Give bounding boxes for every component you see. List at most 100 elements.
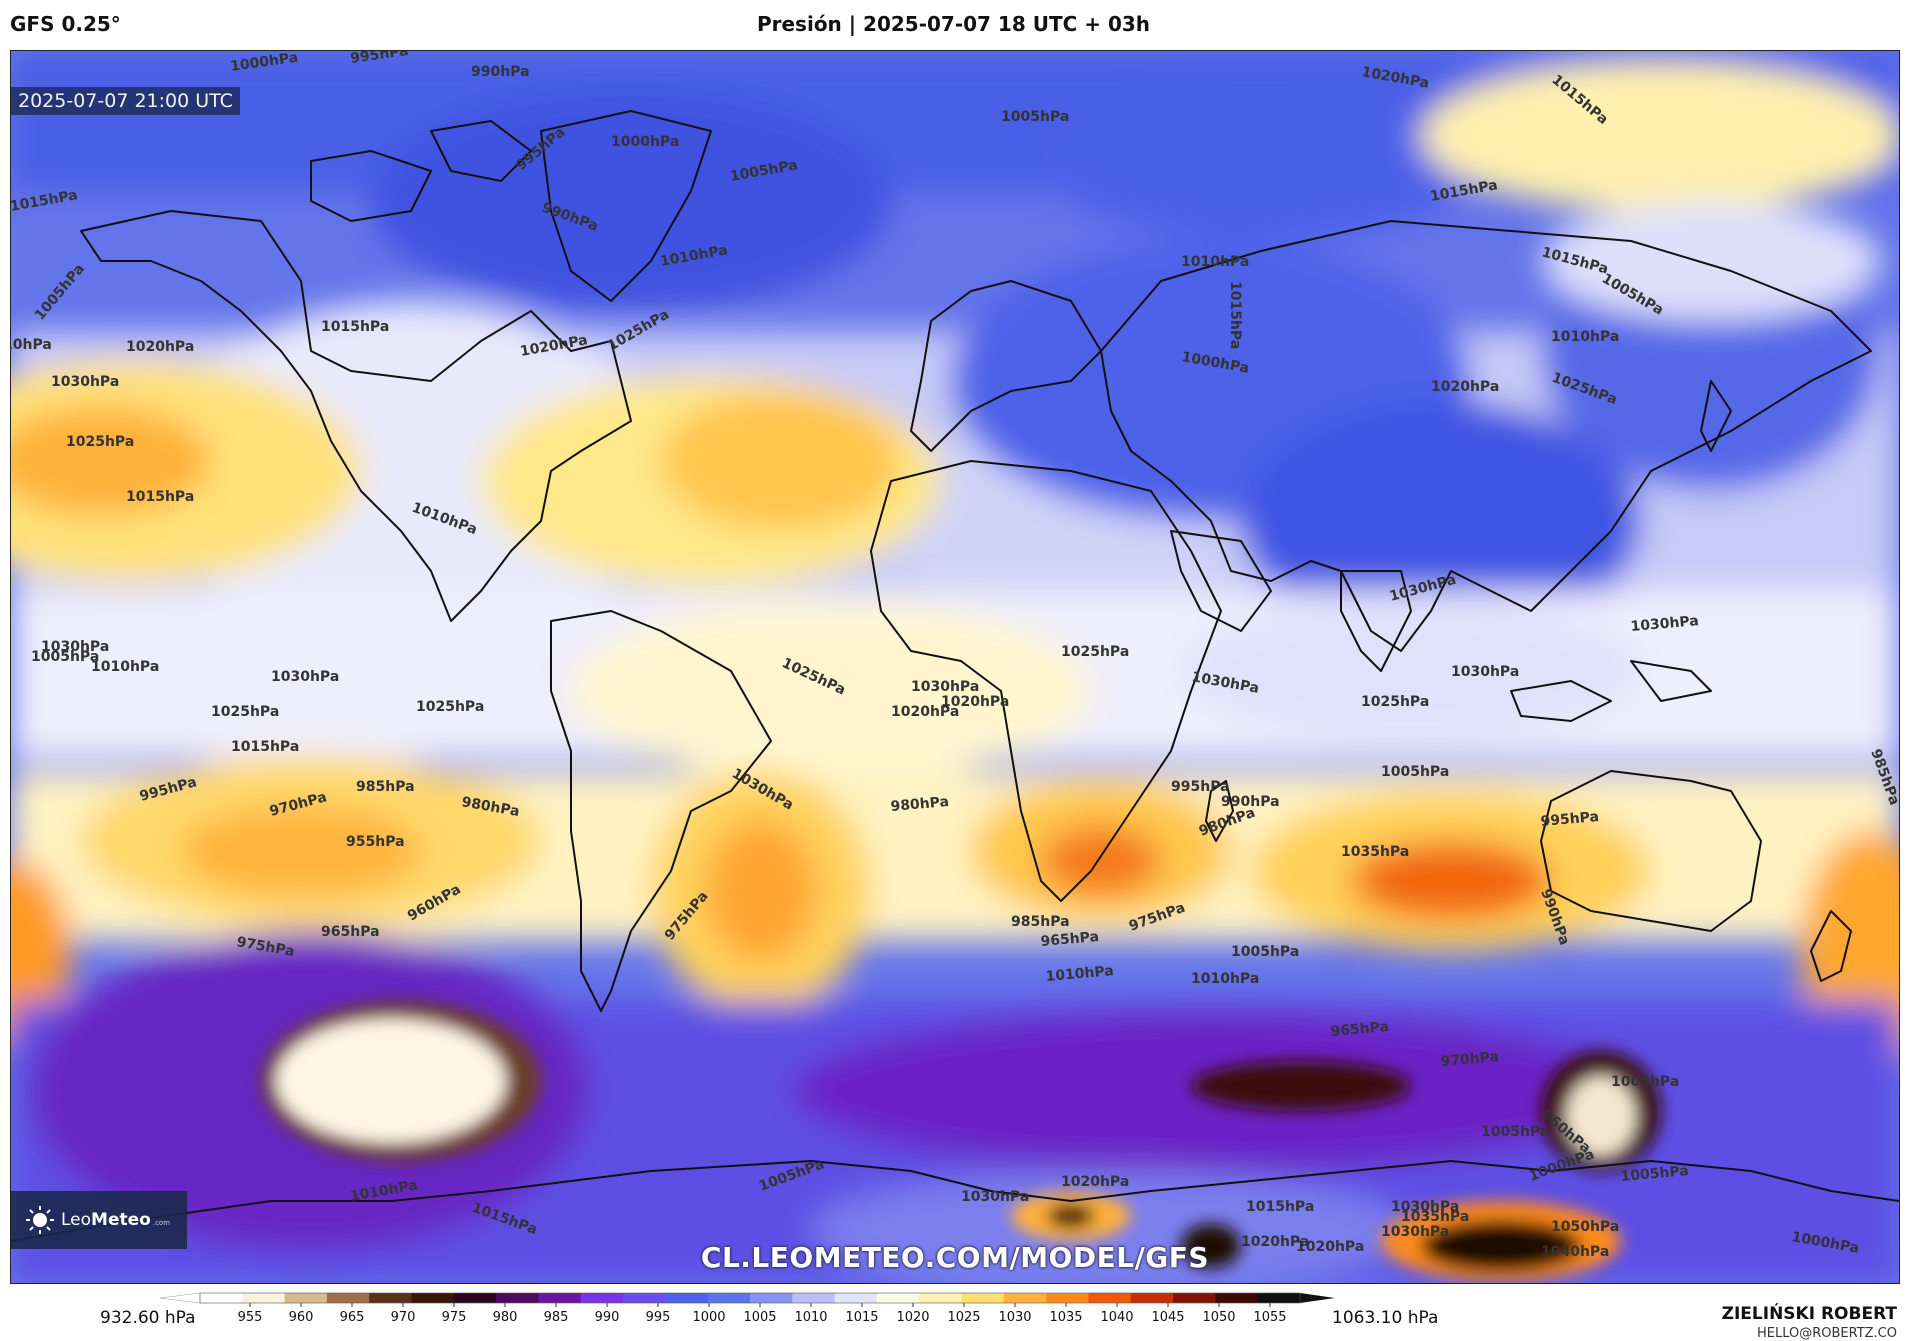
isobar-label: 1020hPa [1061,1174,1129,1190]
isobar-label: 1020hPa [891,704,959,720]
colorbar-scale: 955 960 965 970 975 980 985 990 995 1000 1005 1010 1… [159,1292,1335,1325]
pressure-map[interactable]: 1000hPa 995hPa 990hPa 1000hPa 995hPa 990hPa 10… [10,50,1900,1284]
colorbar-swatch [876,1293,920,1303]
colorbar-swatch [369,1293,413,1303]
colorbar-max-label: 1063.10 hPa [1332,1308,1439,1328]
colorbar-swatch [580,1293,624,1303]
isobar-label: 965hPa [1040,929,1100,950]
colorbar-tick-label: 1020 [896,1310,929,1325]
colorbar-tick-label: 990 [595,1310,620,1325]
colorbar-swatch [792,1293,836,1303]
colorbar-max-arrow [1300,1293,1335,1303]
colorbar-tick-label: 985 [544,1310,569,1325]
pressure-extremes [261,1001,1661,1281]
colorbar-tick-label: 1055 [1253,1310,1286,1325]
isobar-label: 1020hPa [1241,1234,1309,1250]
website-watermark: CL.LEOMETEO.COM/MODEL/GFS [700,1241,1210,1274]
isobar-label: 1035hPa [1341,844,1409,860]
isobar-label: 1010hPa [1191,971,1259,987]
colorbar-swatch [919,1293,963,1303]
isobar-label: 990hPa [1221,794,1280,810]
isobar-label: 1025hPa [211,704,279,720]
colorbar-swatch [665,1293,709,1303]
isobar-label: 1015hPa [231,739,299,755]
isobar-label: 985hPa [356,779,415,795]
isobar-label: 1030hPa [41,639,109,655]
isobar-label: 1000hPa [611,134,679,150]
colorbar-tick-label: 955 [238,1310,263,1325]
brand-name: LeoMeteo .com [61,1210,171,1230]
isobar-label: 1025hPa [1061,644,1129,660]
isobar-label: 1020hPa [1296,1239,1364,1255]
isobar-label: 1030hPa [911,679,979,695]
colorbar-tick-label: 995 [646,1310,671,1325]
sun-icon [26,1206,54,1234]
isobar-label: 1015hPa [1246,1199,1314,1215]
colorbar-swatch [623,1293,666,1303]
colorbar-tick-label: 1040 [1100,1310,1133,1325]
colorbar-swatch [453,1293,497,1303]
colorbar-swatch [961,1293,1005,1303]
isobar-label: 995hPa [1540,809,1600,830]
isobar-label: 980hPa [890,794,950,815]
isobar-label: 10hPa [11,337,52,353]
colorbar-swatch [284,1293,328,1303]
colorbar-swatch [1046,1293,1089,1303]
colorbar-swatch [1088,1293,1132,1303]
isobar-label: 1005hPa [1001,109,1069,125]
isobar-label: 1015hPa [321,319,389,335]
colorbar-min-arrow [159,1292,201,1304]
isobar-label: 1010hPa [91,659,159,675]
isobar-label: 1020hPa [941,694,1009,710]
isobar-label: 1005hPa [1381,764,1449,780]
colorbar-tick-label: 1030 [998,1310,1031,1325]
colorbar-swatch [750,1293,793,1303]
isobar-label: 1025hPa [66,434,134,450]
pressure-map-canvas: 1000hPa 995hPa990hPa1000hPa995hPa990hPa10… [11,51,1899,1283]
isobar-label: 1030hPa [1451,664,1519,680]
coastlines [11,110,1899,1242]
isobar-label: 995hPa [1171,779,1230,795]
isobar-label: 1030hPa [271,669,339,685]
colorbar-swatch [834,1293,878,1303]
colorbar-swatch [1003,1293,1047,1303]
author-email[interactable]: HELLO@ROBERTZ.CO [1756,1326,1897,1341]
isobar-label: 970hPa [1440,1049,1500,1070]
isobar-label: 1030hPa [1630,613,1699,635]
author-name: ZIELIŃSKI ROBERT [1721,1304,1897,1324]
colorbar-min-label: 932.60 hPa [100,1308,196,1328]
colorbar-swatch [538,1293,582,1303]
colorbar-tick-label: 970 [391,1310,416,1325]
isobar-label: 1010hPa [1181,254,1249,270]
colorbar-tick-label: 1010 [794,1310,827,1325]
isobar-label: 1030hPa [51,374,119,390]
isobar-label: 1000hPa [1611,1074,1679,1090]
valid-time-badge: 2025-07-07 21:00 UTC [11,87,240,115]
isobar-label: 985hPa [1011,914,1070,930]
colorbar-swatch [326,1293,370,1303]
isobar-label: 1020hPa [1431,379,1499,395]
colorbar-swatch [496,1293,539,1303]
colorbar-tick-label: 1045 [1151,1310,1184,1325]
colorbar: 932.60 hPa 955 960 965 970 975 980 985 990 995 10… [0,1282,1907,1341]
colorbar-border [199,1292,1301,1304]
colorbar-tick-label: 1005 [743,1310,776,1325]
isobar-label: 1030hPa [961,1189,1029,1205]
colorbar-tick-label: 965 [340,1310,365,1325]
isobar-label: 1005hPa [1481,1124,1549,1140]
colorbar-swatch [1257,1293,1301,1303]
leometeo-logo[interactable]: LeoMeteo .com [11,1191,187,1249]
isobar-label: 1035hPa [1401,1209,1469,1225]
map-title: Presión | 2025-07-07 18 UTC + 03h [756,12,1151,36]
colorbar-swatch [411,1293,455,1303]
colorbar-swatch [1215,1293,1259,1303]
colorbar-tick-label: 1050 [1202,1310,1235,1325]
header: GFS 0.25° Presión | 2025-07-07 18 UTC + … [0,0,1907,48]
isobar-label: 990hPa [471,64,530,80]
colorbar-tick-label: 975 [442,1310,467,1325]
colorbar-tick-label: 1035 [1049,1310,1082,1325]
isobar-label: 1030hPa [1391,1199,1459,1215]
colorbar-swatch [200,1293,243,1303]
isobar-label: 965hPa [321,924,380,940]
colorbar-tick-label: 960 [289,1310,314,1325]
